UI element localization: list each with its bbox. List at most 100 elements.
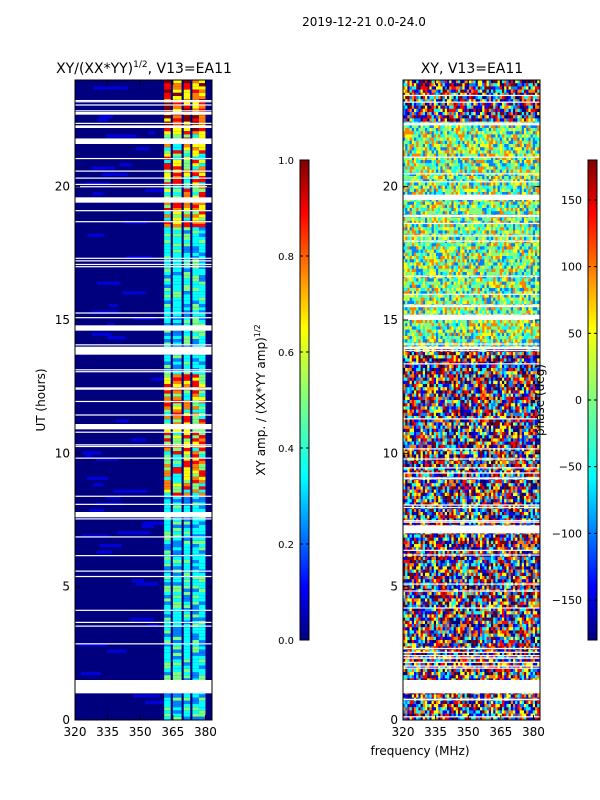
right-heatmap-cell — [480, 131, 483, 135]
right-heatmap-cell — [524, 268, 527, 273]
left-heatmap-cell — [183, 547, 191, 551]
right-heatmap-cell — [436, 262, 439, 266]
left-heatmap-cell — [192, 560, 199, 564]
right-heatmap-cell — [416, 262, 419, 266]
right-heatmap-cell — [480, 150, 483, 154]
right-heatmap-cell — [438, 198, 441, 202]
left-heatmap-cell — [198, 220, 206, 224]
left-heatmap-cell — [192, 233, 199, 237]
right-heatmap-cell — [427, 112, 430, 116]
right-heatmap-cell — [462, 108, 465, 113]
right-heatmap-cell — [407, 86, 410, 90]
right-heatmap-cell — [480, 166, 483, 170]
right-heatmap-cell — [482, 262, 485, 266]
right-heatmap-cell — [458, 268, 461, 273]
right-heatmap-cell — [508, 96, 511, 100]
right-heatmap-cell — [517, 156, 520, 161]
right-heatmap-cell — [451, 265, 454, 269]
right-heatmap-cell — [532, 172, 536, 177]
left-heatmap-cell — [172, 614, 182, 618]
left-heatmap-cell — [198, 252, 206, 256]
right-heatmap-cell — [431, 83, 434, 87]
right-heatmap-cell — [486, 252, 489, 257]
right-heatmap-cell — [482, 211, 485, 215]
left-flag-line — [75, 263, 212, 266]
right-heatmap-cell — [480, 140, 483, 145]
right-heatmap-cell — [513, 128, 516, 132]
right-heatmap-cell — [497, 160, 500, 164]
right-heatmap-cell — [488, 179, 492, 183]
left-heatmap-cell — [192, 451, 199, 455]
right-heatmap-cell — [495, 185, 498, 189]
right-heatmap-cell — [513, 92, 516, 97]
right-heatmap-cell — [442, 156, 445, 161]
right-heatmap-cell — [409, 99, 412, 103]
right-heatmap-cell — [495, 144, 498, 148]
right-heatmap-cell — [502, 230, 505, 234]
right-heatmap-cell — [440, 92, 443, 97]
right-heatmap-cell — [442, 188, 445, 193]
right-heatmap-cell — [425, 144, 428, 148]
right-heatmap-cell — [502, 124, 505, 129]
left-heatmap-cell — [198, 710, 206, 714]
right-heatmap-cell — [482, 252, 485, 257]
right-heatmap-cell — [420, 163, 423, 167]
right-heatmap-cell — [471, 220, 474, 225]
left-heatmap-cell — [192, 496, 199, 500]
right-heatmap-cell — [480, 182, 483, 186]
right-heatmap-cell — [524, 188, 527, 193]
right-heatmap-cell — [427, 166, 430, 170]
right-heatmap-cell — [427, 224, 430, 228]
right-heatmap-cell — [521, 86, 525, 90]
left-heatmap-cell — [172, 428, 182, 432]
right-heatmap-cell — [460, 211, 463, 215]
right-heatmap-cell — [444, 128, 448, 132]
left-heatmap-cell — [172, 707, 182, 711]
right-heatmap-cell — [497, 153, 500, 157]
left-heatmap-cell — [198, 614, 206, 618]
right-heatmap-cell — [473, 217, 476, 221]
right-heatmap-cell — [433, 256, 437, 260]
right-heatmap-cell — [469, 256, 472, 260]
right-heatmap-cell — [493, 153, 496, 157]
left-heatmap-cell — [183, 249, 191, 253]
right-heatmap-cell — [449, 160, 452, 164]
left-heatmap-cell — [172, 371, 182, 375]
right-heatmap-cell — [499, 198, 503, 202]
right-heatmap-cell — [475, 102, 478, 106]
right-heatmap-cell — [499, 112, 503, 116]
right-heatmap-cell — [532, 211, 536, 215]
right-heatmap-cell — [506, 259, 509, 263]
right-heatmap-cell — [513, 144, 516, 148]
right-heatmap-cell — [447, 220, 450, 225]
left-heatmap-cell — [198, 390, 206, 394]
right-heatmap-cell — [407, 272, 410, 276]
left-heatmap-cell — [172, 256, 182, 260]
left-heatmap-cell — [183, 166, 191, 170]
left-heatmap-cell — [172, 665, 182, 669]
right-heatmap-cell — [506, 262, 509, 266]
right-heatmap-cell — [526, 217, 529, 221]
right-heatmap-cell — [535, 169, 538, 173]
right-heatmap-cell — [469, 236, 472, 241]
right-heatmap-cell — [407, 204, 410, 209]
left-heatmap-cell — [172, 448, 182, 452]
left-heatmap-cell — [192, 662, 199, 666]
right-heatmap-cell — [420, 166, 423, 170]
right-heatmap-cell — [405, 153, 408, 157]
right-heatmap-cell — [429, 108, 432, 113]
right-heatmap-cell — [504, 89, 507, 93]
left-flag-line — [75, 104, 212, 106]
right-heatmap-cell — [488, 230, 492, 234]
left-data-gap — [75, 125, 212, 128]
right-heatmap-cell — [491, 156, 494, 161]
right-heatmap-cell — [444, 249, 448, 253]
right-heatmap-cell — [444, 86, 448, 90]
right-heatmap-cell — [491, 182, 494, 186]
right-heatmap-cell — [427, 150, 430, 154]
left-heatmap-cell — [172, 281, 182, 285]
right-heatmap-cell — [403, 268, 406, 273]
right-heatmap-cell — [480, 137, 483, 141]
right-heatmap-cell — [405, 83, 408, 87]
right-heatmap-cell — [480, 153, 483, 157]
